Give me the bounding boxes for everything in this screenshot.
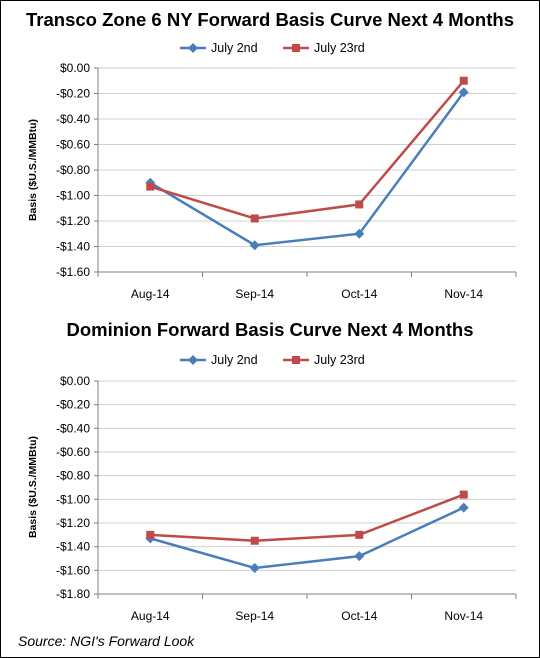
- chart-title: Dominion Forward Basis Curve Next 4 Mont…: [66, 319, 473, 340]
- y-tick-label: -$1.20: [56, 516, 90, 530]
- transco-chart: Transco Zone 6 NY Forward Basis Curve Ne…: [26, 9, 517, 301]
- y-tick-label: $0.00: [60, 374, 90, 388]
- data-point: [355, 530, 364, 539]
- x-tick-label: Aug-14: [131, 609, 170, 623]
- x-tick-label: Sep-14: [235, 287, 274, 301]
- data-point: [458, 87, 469, 98]
- data-point: [354, 551, 365, 562]
- x-tick-label: Aug-14: [131, 287, 170, 301]
- x-tick-label: Oct-14: [341, 287, 377, 301]
- chart-title: Transco Zone 6 NY Forward Basis Curve Ne…: [26, 9, 514, 30]
- y-tick-label: -$0.40: [56, 112, 90, 126]
- data-point: [354, 228, 365, 239]
- y-tick-label: -$1.40: [56, 540, 90, 554]
- x-tick-label: Oct-14: [341, 609, 377, 623]
- data-point: [250, 214, 259, 223]
- y-tick-label: -$1.20: [56, 214, 90, 228]
- data-point: [459, 490, 468, 499]
- x-tick-label: Nov-14: [444, 287, 483, 301]
- data-point: [146, 182, 155, 191]
- y-tick-label: -$0.40: [56, 421, 90, 435]
- data-point: [146, 530, 155, 539]
- y-tick-label: -$1.00: [56, 189, 90, 203]
- y-tick-label: -$1.80: [56, 587, 90, 601]
- source-note: Source: NGI's Forward Look: [18, 633, 195, 649]
- y-tick-label: -$0.80: [56, 469, 90, 483]
- series-line: [150, 493, 465, 543]
- series-line: [149, 506, 465, 570]
- dominion-chart: Dominion Forward Basis Curve Next 4 Mont…: [27, 319, 517, 623]
- legend-marker: [292, 44, 300, 52]
- x-tick-label: Nov-14: [444, 609, 483, 623]
- y-tick-label: -$0.80: [56, 163, 90, 177]
- legend-label: July 23rd: [314, 41, 365, 55]
- y-tick-label: -$0.20: [56, 87, 90, 101]
- x-tick-label: Sep-14: [235, 609, 274, 623]
- data-point: [249, 562, 260, 573]
- y-tick-label: -$1.40: [56, 240, 90, 254]
- data-point: [458, 502, 469, 513]
- data-point: [250, 536, 259, 545]
- legend-label: July 23rd: [314, 353, 365, 367]
- series-line: [149, 79, 465, 220]
- y-tick-label: -$1.60: [56, 563, 90, 577]
- y-tick-label: -$0.60: [56, 445, 90, 459]
- data-point: [249, 240, 260, 251]
- y-tick-label: -$0.60: [56, 138, 90, 152]
- y-tick-label: -$0.20: [56, 398, 90, 412]
- legend-label: July 2nd: [211, 353, 258, 367]
- y-tick-label: $0.00: [60, 61, 90, 75]
- legend-marker: [292, 356, 300, 364]
- y-tick-label: -$1.00: [56, 492, 90, 506]
- data-point: [459, 76, 468, 85]
- legend-marker: [188, 355, 198, 365]
- data-point: [355, 200, 364, 209]
- y-axis-title: Basis ($U.S./MMBtu): [27, 119, 39, 221]
- legend-label: July 2nd: [211, 41, 258, 55]
- legend-marker: [188, 43, 198, 53]
- y-tick-label: -$1.60: [56, 265, 90, 279]
- series-line: [149, 91, 465, 247]
- y-axis-title: Basis ($U.S./MMBtu): [27, 436, 39, 538]
